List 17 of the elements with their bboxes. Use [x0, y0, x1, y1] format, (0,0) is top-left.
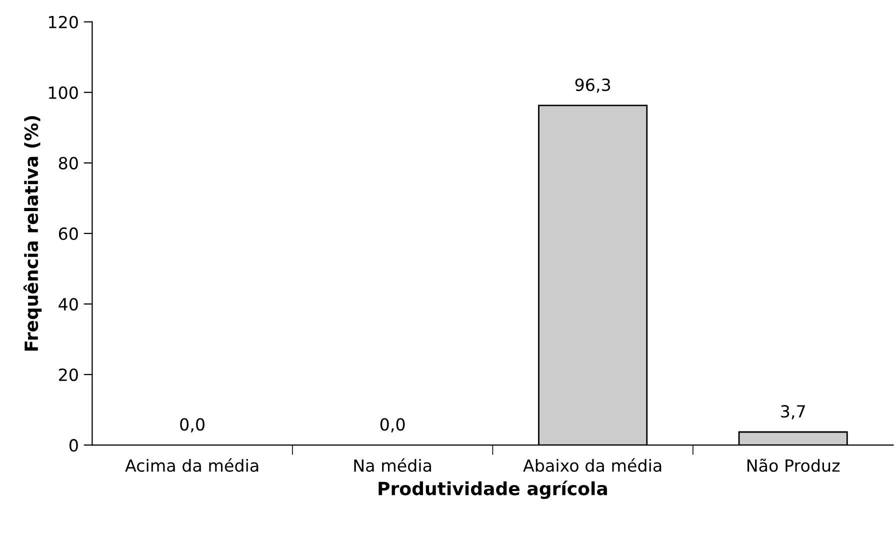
- y-tick-label: 80: [58, 156, 78, 170]
- y-axis-title: Frequência relativa (%): [23, 116, 42, 351]
- x-tick-label: Na média: [354, 458, 431, 472]
- y-tick-label: 100: [49, 86, 78, 99]
- y-tick-label: 120: [49, 16, 78, 28]
- y-tick-label: 0: [69, 439, 78, 452]
- x-tick-label: Abaixo da média: [523, 458, 662, 472]
- data-label: 0,0: [380, 418, 405, 432]
- data-label: 96,3: [575, 78, 610, 93]
- data-label: 3,7: [781, 405, 805, 420]
- y-tick-label: 20: [59, 368, 78, 382]
- y-tick-label: 60: [58, 227, 78, 240]
- y-tick-label: 40: [58, 298, 78, 311]
- data-label: 0,0: [180, 418, 204, 432]
- x-tick-label: Acima da média: [125, 458, 258, 472]
- x-axis-title: Produtividade agrícola: [378, 480, 607, 499]
- x-tick-label: Não Produz: [747, 458, 840, 472]
